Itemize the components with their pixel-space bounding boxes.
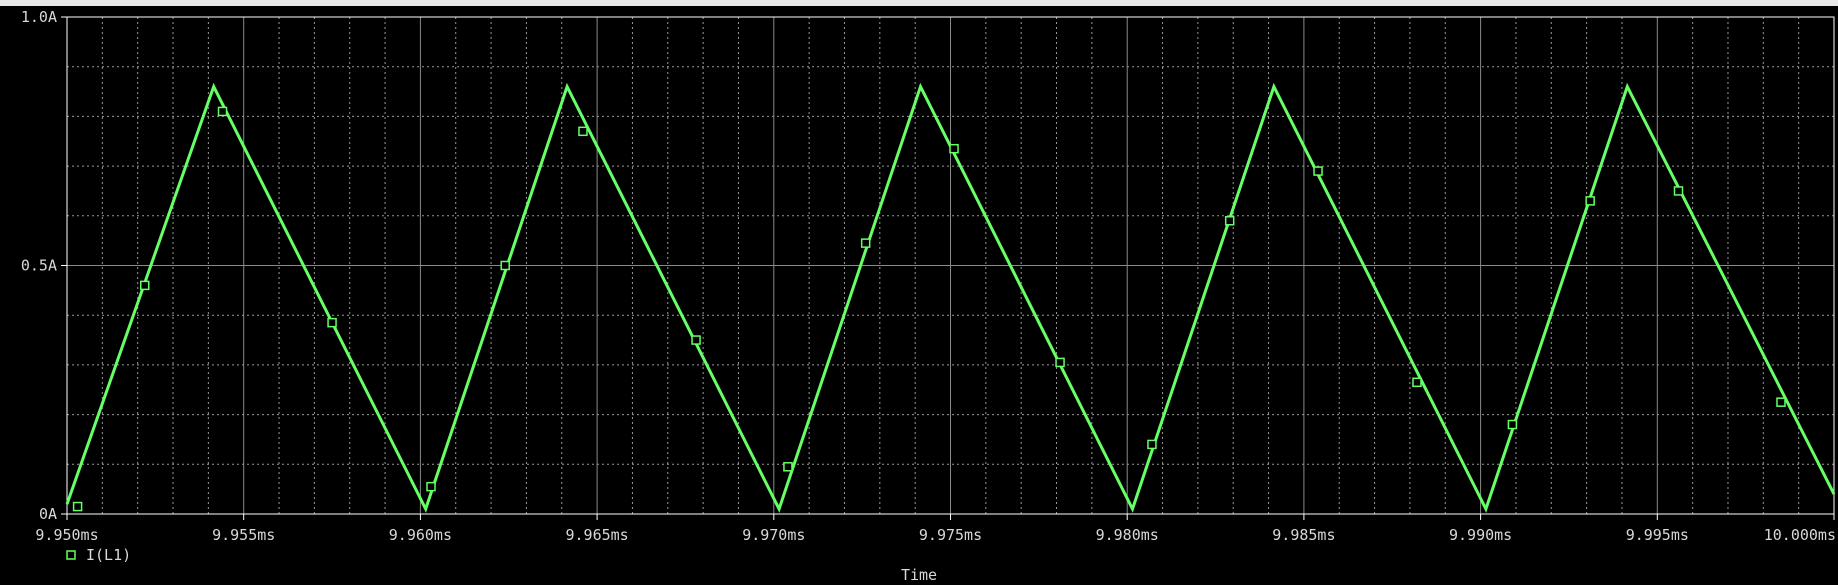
series-marker-point [783,462,793,472]
series-marker-point [72,501,83,512]
series-layer [65,82,1836,513]
legend-label-i-l1: I(L1) [86,546,131,564]
series-marker-point [139,280,150,291]
x-tick-label: 9.990ms [1449,526,1512,544]
series-marker-point [1147,439,1157,450]
x-tick-label: 9.975ms [919,526,982,544]
legend: I(L1) [66,546,131,564]
series-markers [72,106,1786,512]
series-marker-point [578,126,588,137]
x-tick-label: 9.960ms [389,526,452,544]
x-tick-label: 9.950ms [35,526,98,544]
series-marker-point [949,143,959,154]
x-axis: 9.950ms 9.955ms 9.960ms 9.965ms 9.970ms 9.975… [35,514,1836,544]
series-line-i-l1 [65,82,1836,513]
legend-marker-icon [66,550,76,560]
x-axis-label: Time [901,566,937,584]
y-tick-label: 0A [39,505,57,523]
x-tick-label: 9.965ms [565,526,628,544]
series-marker-point [1507,419,1518,430]
series-marker-point [1776,397,1786,407]
series-marker-point [217,106,228,117]
y-tick-label: 1.0A [21,8,57,26]
window-top-border [0,0,1838,6]
series-marker-point [1673,186,1684,196]
y-axis: 0A 0.5A 1.0A [21,8,67,523]
series-marker-point [500,260,510,271]
series-marker-point [1412,377,1422,388]
series-marker-point [1585,196,1595,206]
series-marker-point [426,481,436,492]
x-tick-label: 9.995ms [1626,526,1689,544]
series-marker-point [1313,166,1323,176]
series-marker-point [1055,357,1065,368]
y-tick-label: 0.5A [21,257,57,275]
series-marker-point [860,238,871,248]
series-marker-point [691,335,701,345]
x-tick-label: 10.000ms [1764,526,1836,544]
series-marker-point [1224,216,1235,226]
x-tick-label: 9.985ms [1272,526,1335,544]
x-tick-label: 9.955ms [212,526,275,544]
grid [67,17,1834,514]
x-tick-label: 9.970ms [742,526,805,544]
series-marker-point [327,317,337,328]
x-tick-label: 9.980ms [1096,526,1159,544]
